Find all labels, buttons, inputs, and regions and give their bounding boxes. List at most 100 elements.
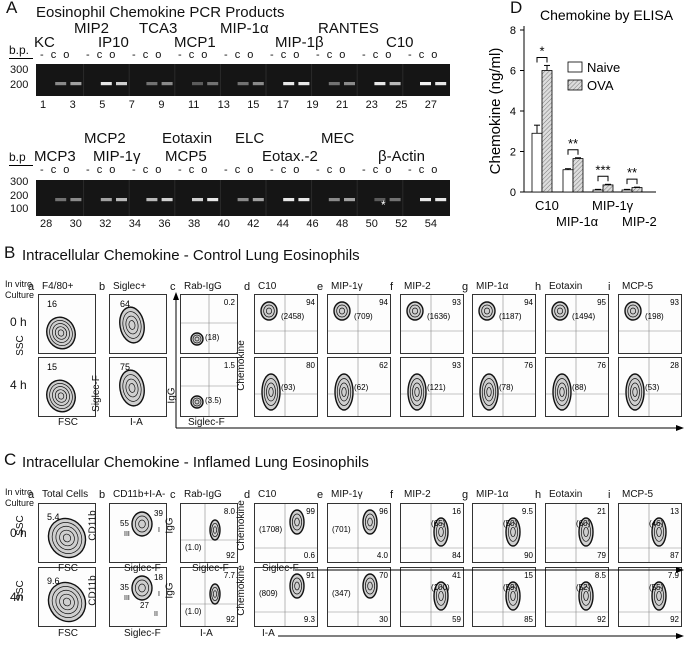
subpanel-letter: f bbox=[390, 489, 394, 501]
category-label: MIP-1γ bbox=[592, 198, 634, 213]
subpanel-label: Siglec+ bbox=[113, 281, 147, 292]
gene-label: β-Actin bbox=[378, 148, 425, 165]
contour bbox=[580, 586, 592, 606]
contour bbox=[630, 382, 640, 402]
axis-label-chemokine: Chemokine bbox=[235, 500, 247, 551]
flow-plot: 64 bbox=[109, 294, 167, 354]
plot-value: 15 bbox=[47, 362, 57, 372]
contour bbox=[125, 378, 139, 398]
lane-number: 50 bbox=[365, 218, 378, 230]
plot-value: (1.0) bbox=[185, 607, 202, 616]
lane-mark: - c o bbox=[86, 49, 118, 61]
bar bbox=[602, 184, 614, 193]
contour bbox=[54, 389, 68, 403]
contour bbox=[128, 383, 136, 393]
plot-value: 35 bbox=[120, 583, 129, 592]
plot-value: (1636) bbox=[427, 312, 450, 321]
flow-plot: 93 (198) bbox=[618, 294, 682, 354]
lane-number: 23 bbox=[365, 99, 378, 111]
axis-label-ia: I-A bbox=[130, 417, 143, 428]
gel-row2 bbox=[36, 180, 450, 216]
lane-number: 11 bbox=[188, 99, 200, 111]
contour bbox=[128, 320, 136, 330]
contour bbox=[59, 529, 75, 547]
contour bbox=[134, 579, 150, 597]
subpanel-letter: h bbox=[535, 489, 542, 501]
gel-row1 bbox=[36, 64, 450, 96]
contour bbox=[294, 517, 300, 527]
lane-mark: - c o bbox=[178, 49, 210, 61]
plot-value: 1.5 bbox=[224, 361, 236, 370]
y-tick-label: 8 bbox=[510, 25, 516, 37]
subpanel-letter: a bbox=[28, 281, 35, 293]
axis-label-ia-d: I-A bbox=[262, 628, 275, 639]
contour bbox=[55, 589, 79, 615]
plot-value: 64 bbox=[120, 299, 130, 309]
plot-value: 92 bbox=[670, 615, 679, 624]
subpanel-letter: g bbox=[462, 281, 469, 293]
plot-value: 9.3 bbox=[304, 615, 316, 624]
subpanel-letter: e bbox=[317, 489, 324, 501]
flow-plot: 28 (53) bbox=[618, 357, 682, 417]
plot-value: 70 bbox=[379, 571, 388, 580]
lane-number: 21 bbox=[336, 99, 349, 111]
contour bbox=[364, 513, 376, 531]
gel-band bbox=[192, 198, 203, 202]
contour bbox=[119, 369, 145, 407]
gene-label: TCA3 bbox=[139, 20, 178, 37]
lane-number: 19 bbox=[306, 99, 319, 111]
flow-plot: 8.5 (52) 92 bbox=[545, 567, 609, 627]
category-label: MIP-2 bbox=[622, 214, 657, 229]
subpanel-letter: h bbox=[535, 281, 542, 293]
significance-bracket bbox=[597, 175, 609, 182]
significance-bracket bbox=[536, 56, 548, 63]
contour bbox=[486, 387, 492, 397]
contour bbox=[131, 575, 153, 601]
plot-value: 9.5 bbox=[522, 507, 534, 516]
plot-value: III bbox=[124, 531, 130, 538]
panel-letter-d: D bbox=[510, 0, 523, 17]
plot-value: 27 bbox=[140, 601, 149, 610]
lane-number: 34 bbox=[128, 218, 142, 230]
plot-value: I bbox=[158, 527, 160, 534]
chart-title: Chemokine by ELISA bbox=[540, 7, 674, 23]
c-culture-2: Culture bbox=[5, 498, 35, 508]
axis-label-siglecf: Siglec-F bbox=[124, 563, 161, 574]
y-tick-label: 2 bbox=[510, 147, 516, 159]
contour bbox=[46, 316, 76, 350]
plot-value: I bbox=[158, 591, 160, 598]
contour bbox=[211, 522, 219, 538]
flow-plot: 15 (59) 85 bbox=[472, 567, 536, 627]
flow-plot: 94 (2458) bbox=[254, 294, 318, 354]
contour bbox=[138, 519, 146, 529]
plot-value: (65) bbox=[431, 519, 446, 528]
contour bbox=[291, 577, 303, 595]
gel-band bbox=[283, 198, 295, 202]
plot-value: II bbox=[154, 611, 158, 618]
category-label: C10 bbox=[535, 198, 559, 213]
b-time-4h: 4 h bbox=[10, 378, 27, 392]
contour bbox=[651, 517, 667, 547]
plot-value: 76 bbox=[597, 361, 606, 370]
subpanel-label: Rab-IgG bbox=[184, 281, 222, 292]
contour bbox=[291, 513, 303, 531]
bar bbox=[531, 132, 543, 193]
plot-value: 7.9 bbox=[668, 571, 680, 580]
plot-value: 0.6 bbox=[304, 551, 316, 560]
gel-band bbox=[70, 198, 82, 202]
subpanel-label: MIP-1γ bbox=[331, 281, 363, 292]
contour bbox=[55, 525, 79, 551]
contour bbox=[554, 378, 570, 406]
subpanel-letter: b bbox=[99, 281, 106, 293]
plot-value: 84 bbox=[452, 551, 461, 560]
axis-label-igg: IgG bbox=[166, 387, 178, 404]
significance-bracket bbox=[626, 178, 638, 185]
plot-value: (347) bbox=[332, 589, 351, 598]
plot-value: (1494) bbox=[572, 312, 595, 321]
contour bbox=[552, 373, 572, 411]
plot-value: 55 bbox=[120, 519, 129, 528]
contour bbox=[505, 517, 521, 547]
flow-plot: 5.4 bbox=[38, 503, 96, 563]
flow-plot: 35 18 III I 27 II bbox=[109, 567, 167, 627]
contour bbox=[583, 526, 589, 538]
